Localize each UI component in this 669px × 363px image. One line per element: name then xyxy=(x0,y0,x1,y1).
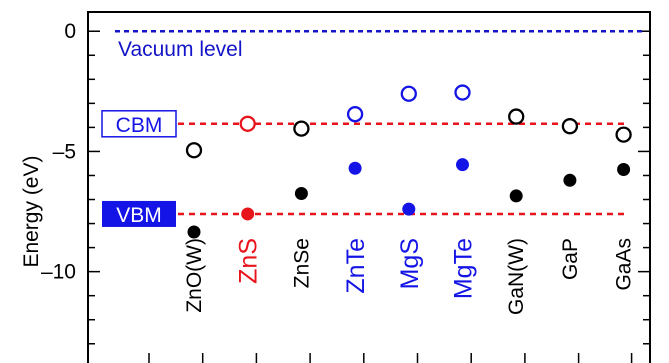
cbm-legend-box xyxy=(101,110,177,138)
vbm-point xyxy=(456,158,469,172)
cbm-point xyxy=(615,126,632,143)
y-tick-label: –5 xyxy=(53,140,76,163)
vbm-point xyxy=(294,187,308,201)
material-label: GaAs xyxy=(613,238,636,291)
material-label: ZnO(W) xyxy=(183,238,206,313)
vbm-legend-label: VBM xyxy=(116,204,162,227)
vbm-point xyxy=(187,225,201,239)
cbm-point xyxy=(185,142,203,159)
vbm-point xyxy=(241,207,255,221)
vbm-point xyxy=(348,161,362,175)
vbm-point xyxy=(617,162,631,176)
material-label: ZnS xyxy=(235,238,263,284)
cbm-point xyxy=(346,106,364,123)
cbm-point xyxy=(239,115,256,132)
cbm-point xyxy=(454,84,471,101)
cbm-point xyxy=(400,85,417,102)
material-label: ZnSe xyxy=(290,238,313,288)
material-label: MgS xyxy=(396,238,424,289)
y-tick-label: –10 xyxy=(41,261,76,284)
vacuum-level-label: Vacuum level xyxy=(118,38,243,61)
plot-frame xyxy=(87,11,651,363)
cbm-legend-label: CBM xyxy=(116,114,163,137)
material-label: GaN(W) xyxy=(505,238,528,315)
cbm-point xyxy=(561,118,579,135)
material-label: MgTe xyxy=(450,238,478,299)
vbm-point xyxy=(402,202,416,216)
y-tick-label: 0 xyxy=(64,20,76,43)
vbm-point xyxy=(563,173,577,187)
y-axis-label: Energy (eV) xyxy=(20,156,43,268)
vbm-point xyxy=(509,189,523,203)
material-label: ZnTe xyxy=(342,238,370,294)
vbm-legend-box xyxy=(102,200,176,227)
cbm-point xyxy=(293,120,310,137)
material-label: GaP xyxy=(559,238,582,280)
cbm-point xyxy=(508,108,525,125)
